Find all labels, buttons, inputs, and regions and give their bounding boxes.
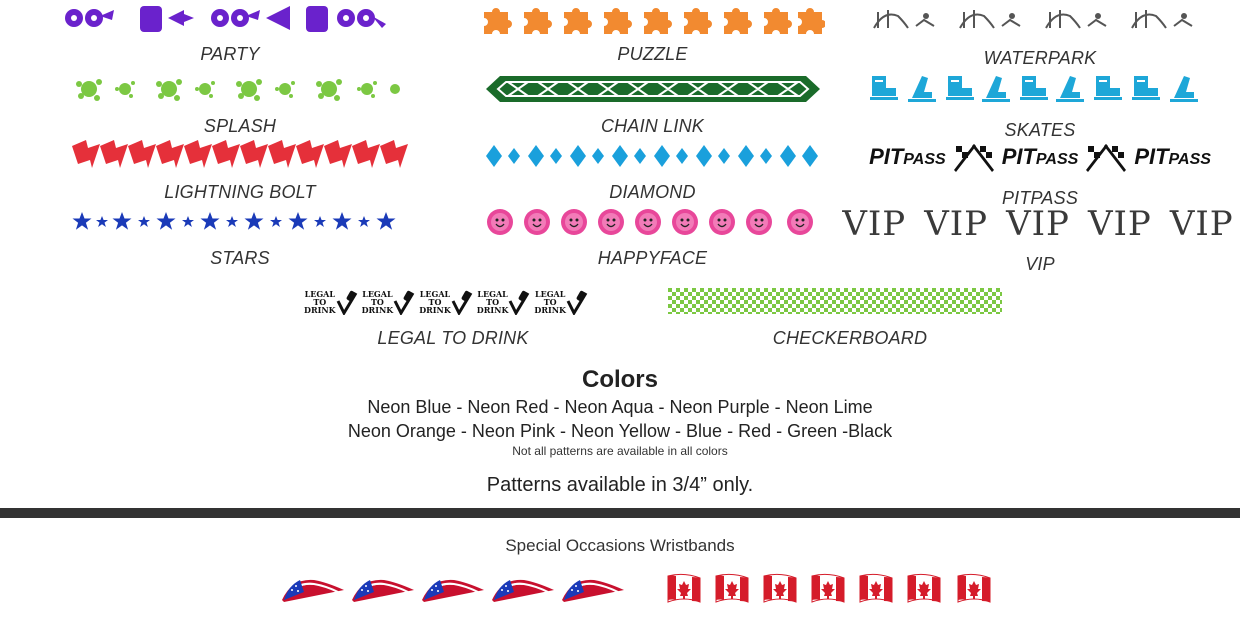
lightning-bolt-pattern-strip [72,138,408,172]
vip-pattern-strip: VIP VIP VIP VIP VIP [842,202,1232,246]
puzzle-label: PUZZLE [617,44,688,64]
skate-icon [870,76,1198,102]
check-bottle-icon [393,290,415,315]
stars-label: STARS [210,248,270,268]
colors-title: Colors [581,366,658,393]
legal-to-drink-tile: LEGAL TO DRINK [362,289,416,315]
vip-word: VIP [1087,204,1152,244]
diamond-label: DIAMOND [609,182,696,202]
celtic-chain-icon [486,76,820,102]
star-icon [72,212,396,230]
party-label: PARTY [200,44,260,64]
special-occasions-title: Special Occasions Wristbands [505,536,735,555]
chain-link-pattern-strip [484,74,822,104]
availability-note: Patterns available in 3/4” only. [486,474,754,496]
legal-to-drink-tile: LEGAL TO DRINK [304,289,358,315]
usa-flag-icon [281,578,625,603]
lightning-bolt-label: LIGHTNING BOLT [164,182,316,202]
chain-link-label: CHAIN LINK [600,116,705,136]
check-bottle-icon [509,290,530,315]
puzzle-piece-icon [484,8,825,34]
lightning-bolt-icon [72,140,408,168]
vip-label: VIP [1025,254,1055,274]
check-bottle-icon [336,290,357,315]
skates-pattern-strip [868,72,1208,104]
happyface-label: HAPPYFACE [597,248,708,268]
pitpass-word: PITPASS [1134,144,1211,169]
colors-note: Not all patterns are available in all co… [512,444,728,458]
check-bottle-icon [451,290,473,315]
vip-word: VIP [1006,204,1070,244]
waterpark-label: WATERPARK [983,48,1097,68]
vip-word: VIP [842,204,907,244]
diamond-icon [486,145,818,167]
puzzle-pattern-strip [480,2,825,36]
check-bottle-icon [566,290,588,315]
vip-word: VIP [1169,204,1234,244]
colors-line-2: Neon Orange - Neon Pink - Neon Yellow - … [347,421,893,441]
splash-pattern-strip [75,74,405,104]
colors-line-1: Neon Blue - Neon Red - Neon Aqua - Neon … [367,397,873,417]
legal-to-drink-pattern-strip: LEGAL TO DRINK LEGAL TO DRINK LEGAL TO DRINK L… [278,286,614,318]
diamond-pattern-strip [484,142,822,170]
happy-sun-icon [486,208,814,236]
splash-label: SPLASH [203,116,277,136]
section-divider [0,508,1240,518]
checkered-flag-icon [1086,144,1127,172]
stars-pattern-strip [72,208,408,236]
splash-icon [76,79,400,101]
legal-to-drink-tile: LEGAL TO DRINK [477,289,531,315]
checkerboard-label: CHECKERBOARD [772,328,928,348]
legal-to-drink-label: LEGAL TO DRINK [377,328,529,348]
legal-to-drink-tile: LEGAL TO DRINK [419,289,473,315]
canada-flag-strip [664,570,1000,606]
waterpark-pattern-strip [870,4,1210,34]
party-balloon-icon [65,6,386,32]
vip-word: VIP [924,204,989,244]
water-slide-icon [873,10,1193,29]
pitpass-word: PITPASS [869,144,946,169]
happyface-pattern-strip [484,206,822,238]
pitpass-label: PITPASS [1001,188,1079,208]
legal-to-drink-tile: LEGAL TO DRINK [534,289,588,315]
party-pattern-strip [60,2,390,36]
usa-flag-strip [280,570,626,606]
checkered-flag-icon [953,144,994,172]
pitpass-pattern-strip: PITPASS PITPASS PITPASS [858,138,1222,176]
checkerboard-icon [668,288,1002,314]
canada-flag-icon [667,573,991,603]
skates-label: SKATES [1004,120,1076,140]
pitpass-word: PITPASS [1001,144,1079,169]
checkerboard-pattern-strip [668,288,1002,314]
